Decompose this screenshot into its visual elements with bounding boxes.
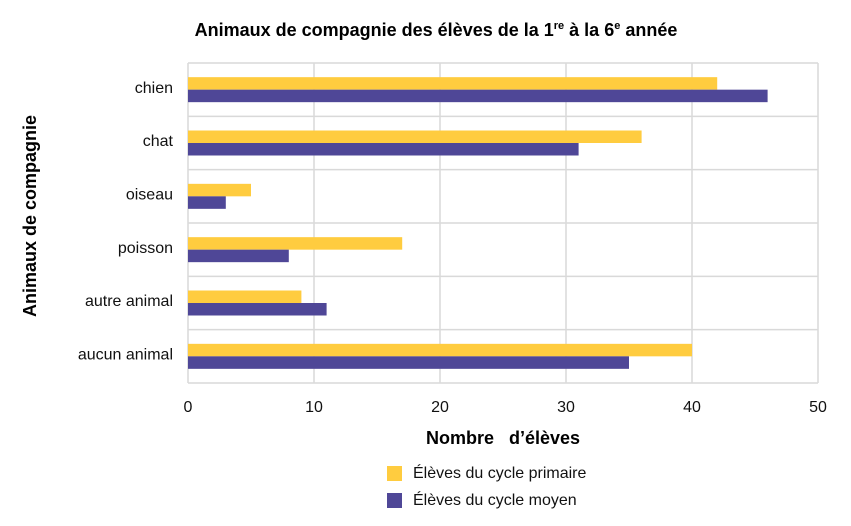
- bar-moyen-chien: [188, 89, 768, 103]
- category-label: aucun animal: [78, 347, 173, 364]
- bars: [188, 77, 768, 369]
- bar-primaire-autre-animal: [188, 290, 302, 303]
- title-text: année: [620, 20, 677, 40]
- tick-labels: 0 10 20 30 40 50: [184, 399, 827, 416]
- bar-moyen-poisson: [188, 249, 289, 263]
- x-tick-label: 30: [557, 399, 575, 416]
- legend-swatch: [387, 466, 402, 481]
- legend-label: Élèves du cycle primaire: [413, 463, 587, 482]
- bar-moyen-oiseau: [188, 196, 226, 209]
- x-tick-label: 0: [184, 399, 193, 416]
- bar-primaire-aucun-animal: [188, 343, 692, 357]
- x-tick-label: 50: [809, 399, 827, 416]
- chart-title: Animaux de compagnie des élèves de la 1r…: [195, 20, 678, 40]
- title-superscript: e: [614, 20, 620, 32]
- bar-moyen-aucun-animal: [188, 356, 629, 369]
- category-label: poisson: [118, 240, 173, 257]
- bar-primaire-poisson: [188, 237, 403, 250]
- x-tick-label: 10: [305, 399, 323, 416]
- category-label: chien: [135, 80, 173, 97]
- title-superscript: re: [554, 20, 564, 32]
- legend: Élèves du cycle primaire Élèves du cycle …: [387, 463, 587, 509]
- grid: [187, 62, 819, 384]
- category-labels: chien chat oiseau poisson autre animal aucun …: [78, 80, 174, 364]
- title-text: à la 6: [564, 20, 614, 40]
- bar-moyen-autre-animal: [188, 303, 327, 316]
- x-tick-label: 40: [683, 399, 701, 416]
- category-label: chat: [143, 133, 174, 150]
- x-axis-title: Nombre d’élèves: [426, 428, 580, 448]
- legend-label: Élèves du cycle moyen: [413, 490, 577, 509]
- bar-moyen-chat: [188, 143, 579, 156]
- category-label: autre animal: [85, 293, 173, 310]
- y-axis-title: Animaux de compagnie: [20, 115, 40, 317]
- category-label: oiseau: [126, 187, 173, 204]
- legend-swatch: [387, 493, 402, 508]
- bar-primaire-chat: [188, 130, 642, 143]
- bar-primaire-oiseau: [188, 183, 251, 197]
- title-text: Animaux de compagnie des élèves de la 1: [195, 20, 554, 40]
- bar-primaire-chien: [188, 77, 718, 90]
- x-tick-label: 20: [431, 399, 449, 416]
